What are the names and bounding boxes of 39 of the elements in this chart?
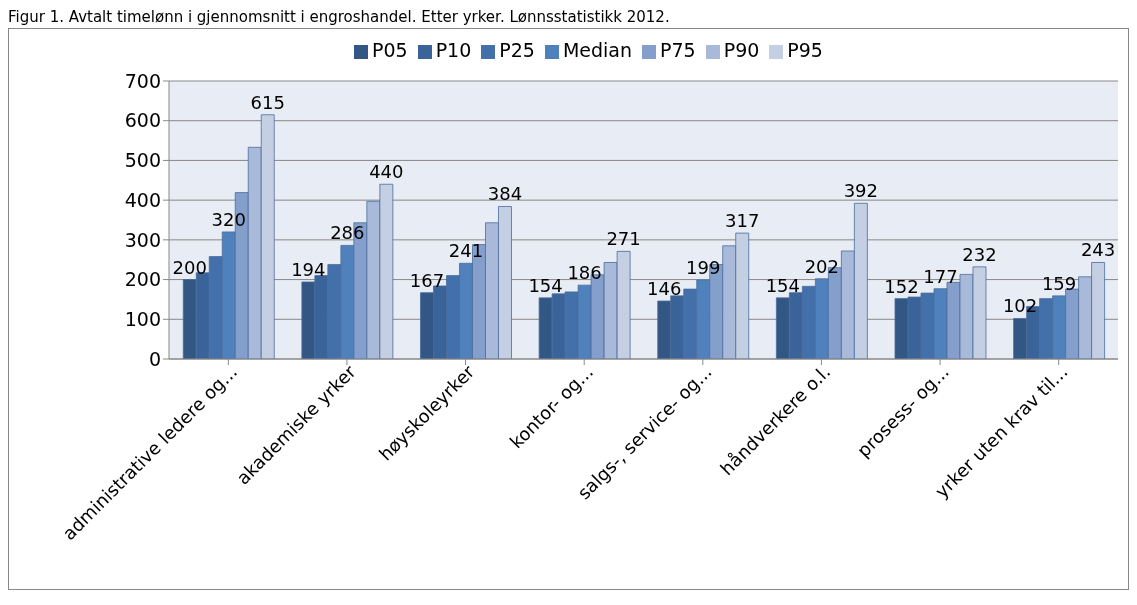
- chart-title: Figur 1. Avtalt timelønn i gjennomsnitt i engroshandel. Etter yrker. Lønnsstatistikk 2012.: [8, 8, 671, 28]
- data-label: 200: [172, 256, 207, 278]
- y-tick-label: 300: [124, 228, 161, 251]
- data-label: 615: [250, 91, 285, 113]
- data-label: 146: [647, 278, 682, 300]
- y-tick-label: 600: [124, 109, 161, 132]
- legend-label: P95: [787, 39, 823, 61]
- data-label: 286: [330, 222, 365, 244]
- data-label: 102: [1002, 295, 1038, 317]
- data-label: 243: [1080, 239, 1116, 261]
- y-tick-label: 500: [124, 149, 161, 172]
- data-label: 320: [211, 208, 246, 230]
- legend-label: P10: [435, 39, 472, 61]
- data-label: 202: [804, 255, 840, 277]
- y-tick-label: 0: [148, 347, 161, 370]
- legend-label: Median: [562, 39, 633, 61]
- data-label: 154: [765, 274, 801, 296]
- y-tick-label: 400: [124, 188, 161, 211]
- data-label: 392: [843, 180, 879, 202]
- y-tick-label: 100: [124, 308, 161, 331]
- data-label: 384: [487, 183, 523, 205]
- data-label: 159: [1041, 272, 1077, 294]
- data-label: 152: [884, 275, 919, 297]
- data-label: 440: [369, 161, 404, 183]
- data-label: 271: [606, 228, 641, 250]
- legend-label: P90: [723, 39, 760, 61]
- data-label: 167: [409, 269, 445, 291]
- data-label: 317: [725, 210, 760, 232]
- legend-label: P05: [372, 39, 408, 61]
- data-label: 232: [962, 243, 997, 265]
- data-label: 194: [291, 258, 326, 280]
- data-label: 199: [686, 256, 721, 278]
- data-label: 186: [567, 262, 602, 284]
- legend-label: P25: [499, 39, 535, 61]
- legend-label: P75: [660, 39, 696, 61]
- y-tick-label: 700: [124, 69, 161, 92]
- data-label: 154: [528, 274, 563, 296]
- data-label: 177: [923, 265, 958, 287]
- y-tick-label: 200: [124, 268, 161, 291]
